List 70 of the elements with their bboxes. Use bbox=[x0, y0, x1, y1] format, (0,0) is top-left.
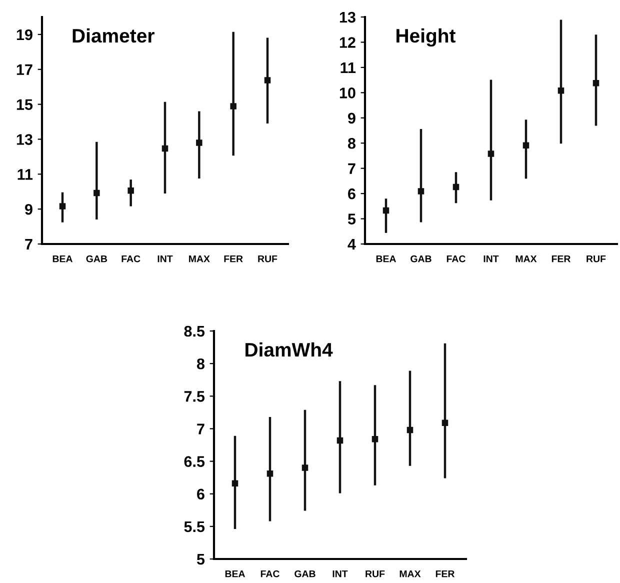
x-tick-label: INT bbox=[158, 255, 173, 262]
x-tick-label: RUF bbox=[258, 255, 278, 262]
y-tick-label: 6 bbox=[348, 188, 356, 200]
x-tick-label: MAX bbox=[516, 255, 537, 262]
y-tick-label: 11 bbox=[340, 62, 356, 73]
x-tick-label: FER bbox=[224, 255, 243, 262]
point bbox=[592, 80, 600, 86]
x-tick-label: FAC bbox=[446, 255, 466, 262]
point bbox=[442, 420, 448, 426]
x-tick-label: GAB bbox=[410, 255, 432, 262]
y-tick-label: 4 bbox=[348, 239, 356, 250]
y-tick-label: 12 bbox=[340, 37, 356, 48]
y-tick-label: 7 bbox=[25, 239, 32, 250]
y-tick-label: 7 bbox=[348, 163, 356, 174]
y-tick-label: 13 bbox=[16, 134, 32, 145]
text: Height bbox=[396, 28, 456, 47]
x-tick-label: MAX bbox=[189, 255, 210, 262]
point bbox=[418, 188, 424, 194]
x-tick-label: BEA bbox=[225, 570, 246, 578]
point bbox=[558, 88, 564, 94]
point bbox=[196, 140, 202, 146]
chart-title: Diameter bbox=[72, 28, 154, 43]
point bbox=[336, 437, 344, 444]
point bbox=[94, 190, 100, 196]
y-tick-label: 5 bbox=[196, 554, 205, 565]
x-tick-label: INT bbox=[332, 570, 348, 578]
point bbox=[128, 187, 134, 194]
point bbox=[59, 203, 66, 210]
point bbox=[230, 103, 236, 110]
y-tick-label: 9 bbox=[25, 204, 32, 215]
point bbox=[372, 436, 378, 442]
y-tick-label: 15 bbox=[16, 99, 33, 110]
x-tick-label: MAX bbox=[400, 570, 421, 578]
x-tick-label: BEA bbox=[376, 255, 396, 262]
y-tick-label: 8.5 bbox=[184, 326, 205, 337]
y-tick-label: 7 bbox=[197, 424, 204, 434]
x-tick-label: RUF bbox=[366, 570, 385, 578]
y-tick-label: 10 bbox=[340, 88, 356, 98]
y-tick-label: 9 bbox=[348, 112, 356, 124]
point bbox=[406, 426, 414, 434]
x-tick-label: FER bbox=[552, 255, 571, 262]
y-tick-label: 7.5 bbox=[184, 391, 205, 402]
y-tick-label: 6 bbox=[197, 488, 204, 500]
point bbox=[522, 142, 530, 149]
y-tick-label: 5 bbox=[348, 214, 356, 224]
point bbox=[264, 77, 271, 84]
y-tick-label: 5.5 bbox=[184, 521, 205, 532]
x-tick-label: RUF bbox=[586, 255, 606, 262]
y-tick-label: 8 bbox=[196, 358, 205, 370]
point bbox=[452, 184, 460, 190]
point bbox=[162, 145, 168, 152]
point bbox=[488, 150, 494, 157]
point bbox=[382, 207, 390, 214]
chart-title: DiamWh4 bbox=[246, 342, 333, 357]
point bbox=[232, 480, 238, 487]
point bbox=[302, 464, 308, 471]
y-tick-label: 19 bbox=[16, 29, 32, 40]
y-tick-label: 17 bbox=[16, 64, 32, 75]
x-tick-label: GAB bbox=[294, 570, 316, 578]
y-tick-label: 13 bbox=[340, 12, 356, 23]
x-tick-label: INT bbox=[484, 255, 499, 262]
x-tick-label: FAC bbox=[122, 255, 140, 262]
x-tick-label: FER bbox=[436, 570, 455, 578]
x-tick-label: GAB bbox=[86, 255, 108, 262]
x-tick-label: FAC bbox=[260, 570, 280, 578]
y-tick-label: 6.5 bbox=[184, 456, 205, 467]
point bbox=[266, 470, 274, 477]
x-tick-label: BEA bbox=[52, 255, 73, 262]
y-tick-label: 8 bbox=[348, 138, 356, 149]
y-tick-label: 11 bbox=[18, 169, 33, 180]
